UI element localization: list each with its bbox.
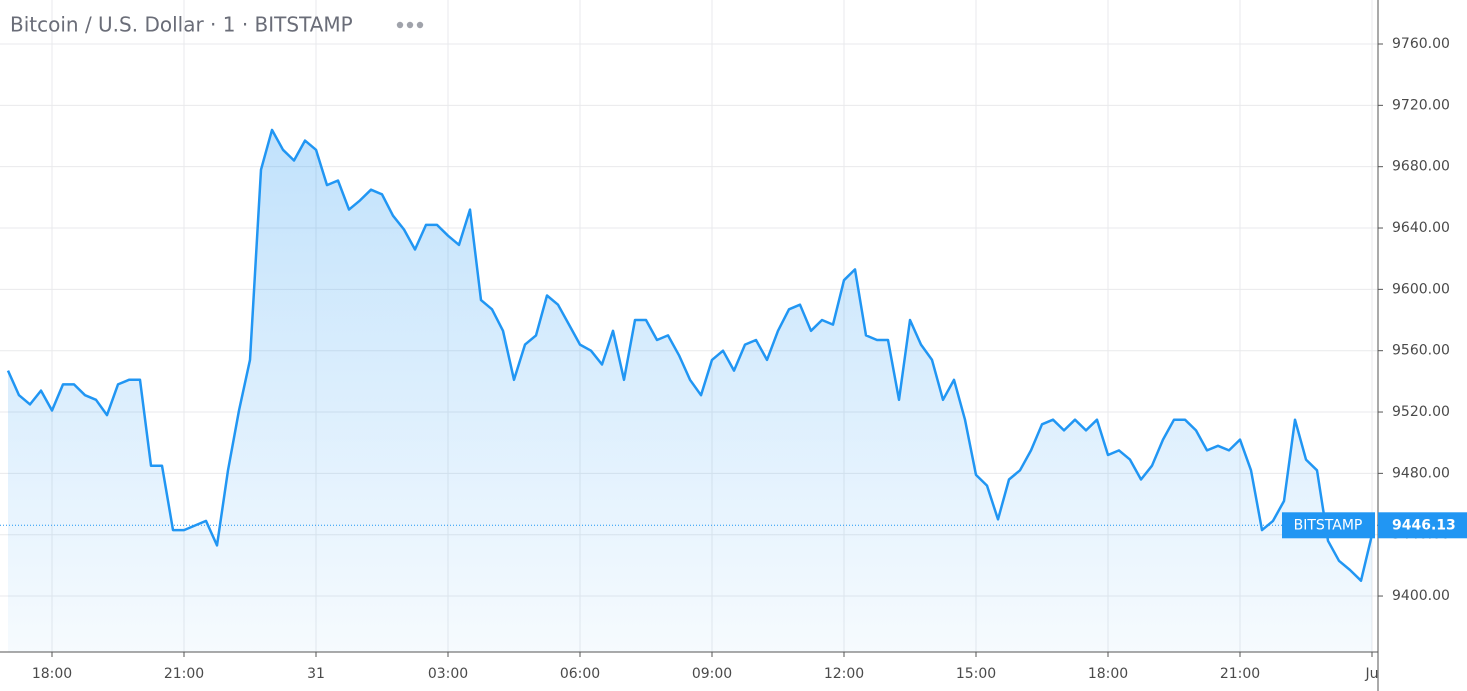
y-tick-label: 9400.00	[1392, 588, 1450, 604]
chart-title: Bitcoin / U.S. Dollar · 1 · BITSTAMP	[10, 13, 353, 37]
y-tick-label: 9480.00	[1392, 465, 1450, 481]
x-tick-label: 12:00	[824, 666, 864, 682]
x-tick-label: 06:00	[560, 666, 600, 682]
last-price-label: 9446.13	[1392, 517, 1456, 533]
y-tick-label: 9720.00	[1392, 97, 1450, 113]
axes: 9400.009440.009480.009520.009560.009600.…	[32, 36, 1467, 682]
area-fill	[8, 129, 1372, 652]
source-label-box	[1282, 512, 1375, 539]
x-tick-label: 18:00	[32, 666, 72, 682]
dot	[406, 21, 414, 29]
x-tick-label: 09:00	[692, 666, 732, 682]
x-tick-label: 31	[307, 666, 325, 682]
x-tick-label: 15:00	[956, 666, 996, 682]
y-tick-label: 9640.00	[1392, 220, 1450, 236]
x-tick-label: 18:00	[1088, 666, 1128, 682]
y-tick-label: 9760.00	[1392, 36, 1450, 52]
dot	[396, 21, 404, 29]
x-tick-label: Ju	[1364, 666, 1378, 682]
plot	[0, 128, 1378, 652]
y-tick-label: 9680.00	[1392, 159, 1450, 175]
dot	[416, 21, 424, 29]
y-tick-label: 9520.00	[1392, 404, 1450, 420]
price-line	[6, 128, 1374, 582]
source-label: BITSTAMP	[1294, 517, 1363, 533]
x-tick-label: 03:00	[428, 666, 468, 682]
last-price-box	[1378, 512, 1467, 539]
y-tick-label: 9560.00	[1392, 343, 1450, 359]
more-icon[interactable]	[396, 21, 424, 29]
x-tick-label: 21:00	[164, 666, 204, 682]
x-tick-label: 21:00	[1220, 666, 1260, 682]
y-tick-label: 9600.00	[1392, 281, 1450, 297]
